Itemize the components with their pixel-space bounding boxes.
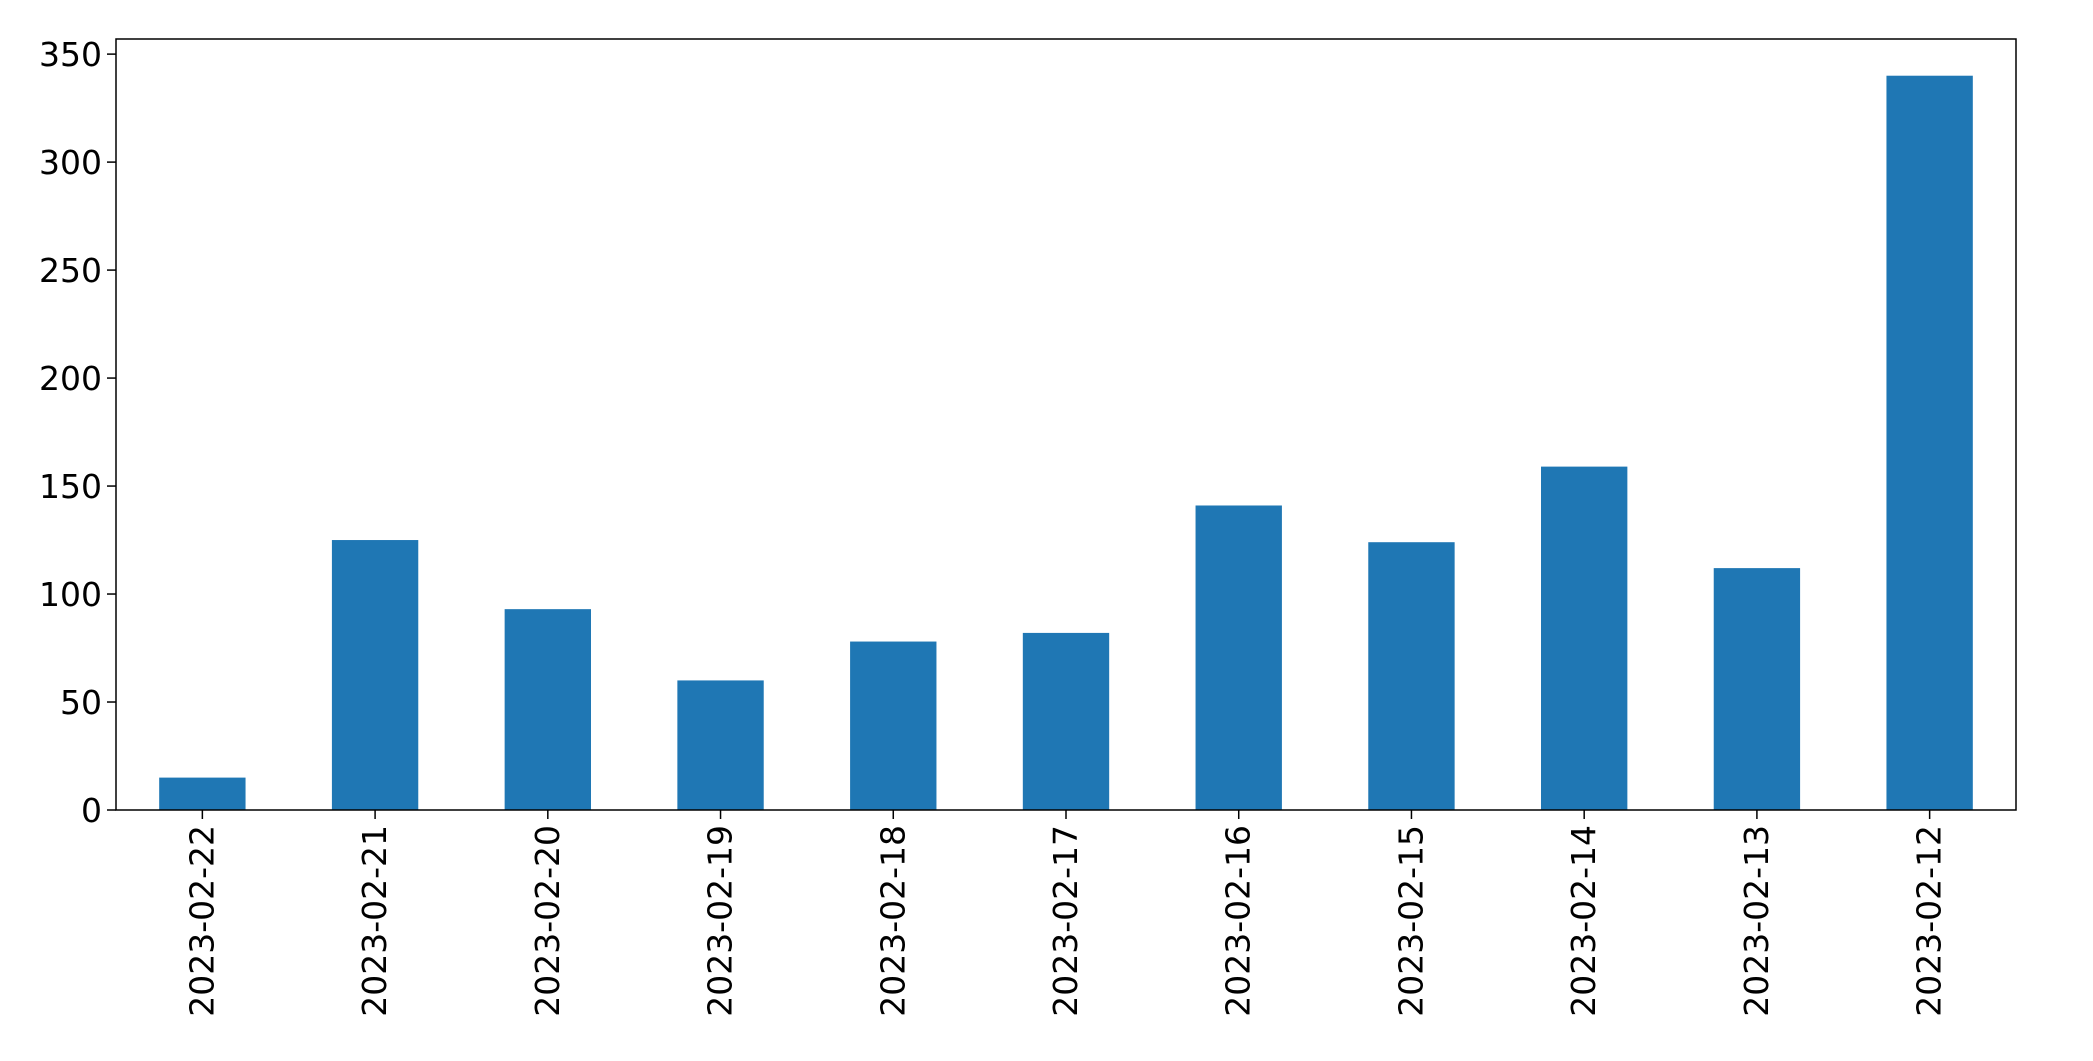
x-tick-label: 2023-02-14 <box>1564 825 1603 1017</box>
bar-2023-02-15 <box>1368 542 1455 810</box>
x-tick-label: 2023-02-21 <box>355 825 394 1017</box>
bar-2023-02-20 <box>504 609 591 810</box>
bar-2023-02-12 <box>1886 75 1973 810</box>
x-tick-label: 2023-02-22 <box>182 825 221 1017</box>
bar-2023-02-17 <box>1022 632 1110 810</box>
y-tick-label: 50 <box>60 683 102 722</box>
x-tick-label: 2023-02-12 <box>1910 825 1949 1017</box>
y-tick-label: 300 <box>39 143 102 182</box>
bar-2023-02-16 <box>1195 505 1282 810</box>
x-tick-label: 2023-02-19 <box>701 825 740 1017</box>
x-tick-label: 2023-02-20 <box>528 825 567 1017</box>
bar-2023-02-18 <box>850 641 937 810</box>
y-tick-label: 0 <box>81 791 102 830</box>
bar-2023-02-14 <box>1541 466 1628 810</box>
x-axis: 2023-02-22 2023-02-21 2023-02-20 2023-02-19… <box>182 810 1949 1017</box>
y-tick-label: 200 <box>39 359 102 398</box>
y-tick-label: 250 <box>39 251 102 290</box>
bar-2023-02-19 <box>677 680 764 810</box>
bar-2023-02-21 <box>331 540 419 810</box>
bar-2023-02-22 <box>159 777 246 810</box>
bar-2023-02-13 <box>1713 568 1801 810</box>
x-tick-label: 2023-02-18 <box>873 825 912 1017</box>
y-tick-label: 100 <box>39 575 102 614</box>
x-tick-label: 2023-02-15 <box>1391 825 1430 1017</box>
y-axis: 0 50 100 150 200 250 300 350 <box>39 35 116 830</box>
x-tick-label: 2023-02-13 <box>1737 825 1776 1017</box>
y-tick-label: 350 <box>39 35 102 74</box>
y-tick-label: 150 <box>39 467 102 506</box>
x-tick-label: 2023-02-16 <box>1219 825 1258 1017</box>
bars-layer <box>159 75 1973 810</box>
plot-frame <box>115 38 2017 811</box>
x-tick-label: 2023-02-17 <box>1046 825 1085 1017</box>
